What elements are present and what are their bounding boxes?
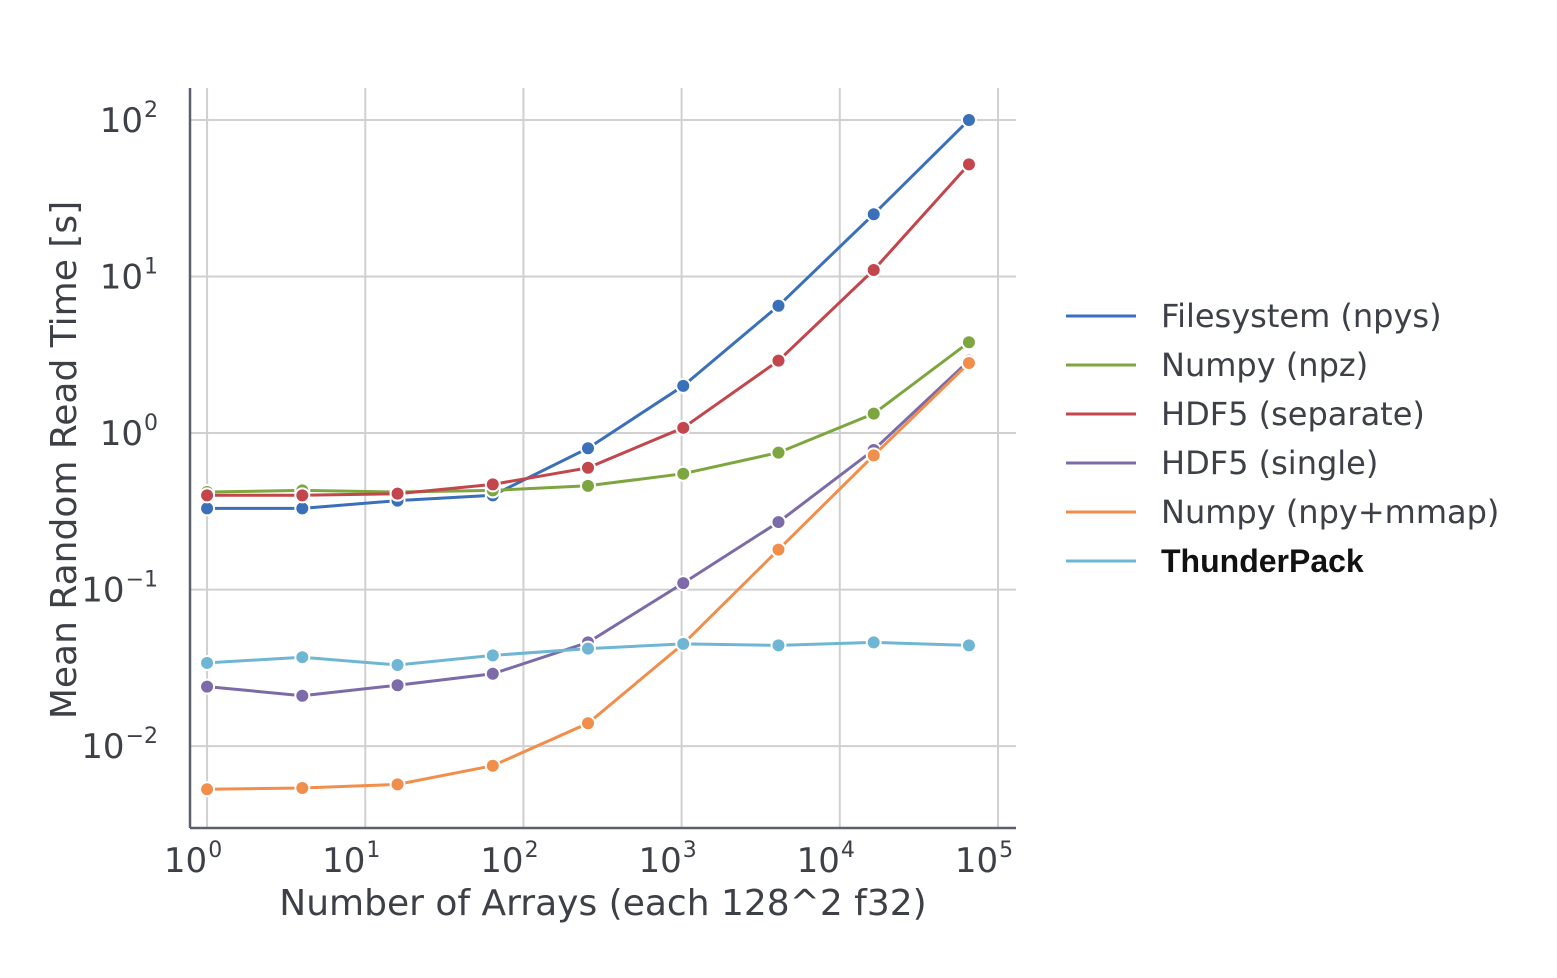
data-point [294, 649, 311, 666]
x-tick-label: 100 [164, 838, 222, 881]
data-point [389, 485, 406, 502]
data-point [580, 640, 597, 657]
data-point [960, 355, 977, 372]
data-point [770, 637, 787, 654]
y-tick-label: 10−1 [81, 568, 158, 611]
data-point [294, 487, 311, 504]
data-point [675, 419, 692, 436]
data-point [865, 634, 882, 651]
y-tick-label: 10−2 [81, 724, 158, 767]
data-point [484, 757, 501, 774]
series-thunderpack [199, 634, 977, 673]
data-point [199, 781, 216, 798]
data-point [960, 111, 977, 128]
x-tick-label: 104 [797, 838, 855, 881]
data-point [199, 500, 216, 517]
legend-entry: HDF5 (separate) [1161, 395, 1425, 433]
data-point [294, 687, 311, 704]
x-axis-label: Number of Arrays (each 128^2 f32) [279, 883, 926, 924]
y-tick-label: 102 [100, 98, 158, 141]
legend-entry: ThunderPack [1161, 543, 1364, 579]
y-tick-label: 100 [100, 411, 158, 454]
legend-entry: HDF5 (single) [1161, 444, 1378, 482]
data-point [960, 334, 977, 351]
data-point [294, 500, 311, 517]
data-point [770, 297, 787, 314]
data-point [484, 665, 501, 682]
data-point [580, 477, 597, 494]
axes [188, 88, 1016, 830]
data-point [484, 647, 501, 664]
y-axis-label: Mean Random Read Time [s] [44, 201, 85, 719]
data-point [960, 156, 977, 173]
data-point [960, 637, 977, 654]
data-point [389, 776, 406, 793]
data-point [865, 262, 882, 279]
x-tick-label: 102 [480, 838, 538, 881]
x-tick-label: 105 [955, 838, 1013, 881]
data-point [675, 575, 692, 592]
data-point [770, 514, 787, 531]
data-point [675, 465, 692, 482]
series-hdf5-separate [199, 156, 977, 504]
data-point [865, 206, 882, 223]
data-point [865, 405, 882, 422]
series-filesystem-npys [199, 111, 977, 517]
data-point [389, 677, 406, 694]
data-point [770, 444, 787, 461]
data-point [199, 654, 216, 671]
data-point [199, 487, 216, 504]
data-point [770, 352, 787, 369]
data-point [580, 440, 597, 457]
data-point [294, 780, 311, 797]
legend-entry: Filesystem (npys) [1161, 297, 1442, 335]
data-point [675, 377, 692, 394]
data-point [389, 656, 406, 673]
data-point [675, 635, 692, 652]
x-tick-labels: 100 101 102 103 104 105 [164, 838, 1013, 881]
grid [190, 88, 1016, 828]
legend-entry: Numpy (npz) [1161, 346, 1368, 384]
data-point [865, 447, 882, 464]
y-tick-labels: 10−2 10−1 100 101 102 [81, 98, 158, 767]
data-point [580, 715, 597, 732]
y-tick-label: 101 [100, 255, 158, 298]
data-point [199, 678, 216, 695]
legend-entry: Numpy (npy+mmap) [1161, 493, 1499, 531]
data-point [484, 476, 501, 493]
data-point [580, 459, 597, 476]
series-numpy-npy-mmap [199, 355, 977, 798]
x-tick-label: 101 [322, 838, 380, 881]
series-group [199, 111, 977, 798]
data-point [770, 541, 787, 558]
legend: Filesystem (npys) Numpy (npz) HDF5 (separa… [1066, 297, 1499, 579]
x-tick-label: 103 [638, 838, 696, 881]
